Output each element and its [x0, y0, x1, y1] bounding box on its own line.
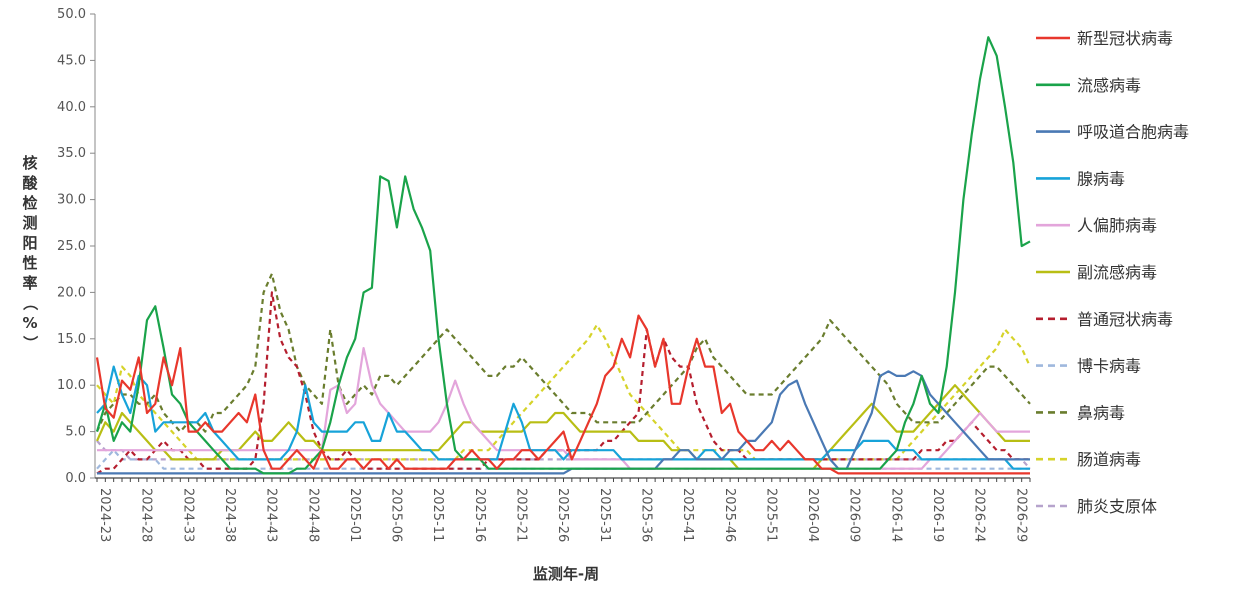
- series-line: [95, 384, 1030, 470]
- y-axis-title-char: 测: [22, 214, 37, 232]
- y-tick-label: 40.0: [57, 100, 86, 115]
- y-axis-title-char: %: [22, 314, 37, 332]
- legend-label: 博卡病毒: [1077, 357, 1141, 376]
- y-axis-ticks: 0.0 5.0 10.0 15.0 20.0 25.0 30.0 35.0 40.0 45.0 50…: [57, 7, 96, 486]
- legend: 新型冠状病毒流感病毒呼吸道合胞病毒腺病毒人偏肺病毒副流感病毒普通冠状病毒博卡病毒…: [1036, 29, 1189, 516]
- x-tick-label: 2026-09: [847, 488, 862, 542]
- y-axis-title-char: 酸: [22, 174, 38, 192]
- y-tick-label: 30.0: [57, 193, 86, 208]
- x-tick-label: 2025-26: [555, 488, 570, 542]
- x-tick-label: 2025-31: [597, 488, 612, 542]
- y-tick-label: 25.0: [57, 239, 86, 254]
- legend-label: 流感病毒: [1077, 76, 1141, 95]
- legend-label: 普通冠状病毒: [1077, 310, 1173, 329]
- y-tick-label: 15.0: [57, 332, 86, 347]
- x-tick-label: 2025-06: [389, 488, 404, 542]
- x-tick-label: 2025-01: [347, 488, 362, 542]
- x-tick-label: 2025-51: [763, 488, 778, 542]
- series-line: [97, 347, 1030, 470]
- x-tick-label: 2024-43: [264, 488, 279, 542]
- legend-label: 鼻病毒: [1077, 403, 1125, 422]
- x-tick-label: 2024-28: [139, 488, 154, 542]
- series-line: [96, 291, 1030, 475]
- x-tick-label: 2026-14: [888, 488, 903, 542]
- y-axis-title-char: 性: [22, 254, 37, 272]
- legend-label: 新型冠状病毒: [1077, 29, 1173, 48]
- legend-label: 副流感病毒: [1077, 263, 1157, 282]
- y-axis-title-char: 检: [22, 194, 37, 212]
- y-tick-label: 20.0: [57, 285, 86, 300]
- y-axis-title-char: （: [21, 295, 39, 310]
- x-tick-label: 2026-29: [1013, 488, 1028, 542]
- legend-label: 肠道病毒: [1077, 450, 1141, 469]
- legend-label: 肺炎支原体: [1077, 497, 1157, 516]
- x-tick-label: 2025-11: [430, 488, 445, 542]
- x-axis: 2024-23 2024-28 2024-33 2024-38 2024-43 2024-…: [95, 477, 1031, 542]
- legend-label: 呼吸道合胞病毒: [1077, 123, 1189, 142]
- y-tick-label: 45.0: [57, 53, 86, 68]
- x-tick-label: 2025-21: [514, 488, 529, 542]
- x-tick-label: 2026-24: [972, 488, 987, 542]
- y-tick-label: 50.0: [57, 7, 86, 22]
- legend-label: 腺病毒: [1077, 169, 1125, 188]
- y-tick-label: 35.0: [57, 146, 86, 161]
- y-axis-title-char: 核: [22, 154, 37, 172]
- legend-label: 人偏肺病毒: [1077, 216, 1157, 235]
- y-tick-label: 0.0: [65, 471, 86, 486]
- y-tick-label: 5.0: [65, 425, 86, 440]
- series-line: [96, 440, 1031, 470]
- series-line: [95, 36, 1031, 475]
- x-tick-label: 2026-04: [805, 488, 820, 542]
- y-axis-title-char: 阳: [22, 234, 37, 252]
- series-line: [96, 365, 1030, 470]
- x-tick-label: 2025-36: [638, 488, 653, 542]
- x-tick-label: 2025-16: [472, 488, 487, 542]
- x-tick-label: 2024-33: [180, 488, 195, 542]
- series-line: [95, 314, 1030, 475]
- x-tick-label: 2024-23: [97, 488, 112, 542]
- x-axis-title: 监测年-周: [533, 565, 599, 583]
- series-line: [96, 323, 1032, 461]
- x-tick-label: 2025-41: [680, 488, 695, 542]
- y-axis-title-char: 率: [22, 274, 37, 292]
- x-tick-label: 2026-19: [930, 488, 945, 542]
- series-line: [95, 272, 1031, 433]
- y-axis-title-char: ）: [21, 335, 39, 350]
- x-tick-label: 2025-46: [722, 488, 737, 542]
- x-tick-label: 2024-38: [222, 488, 237, 542]
- x-tick-label: 2024-48: [305, 488, 320, 542]
- y-tick-label: 10.0: [57, 378, 86, 393]
- series-lines: [95, 36, 1032, 475]
- series-line: [97, 370, 1030, 475]
